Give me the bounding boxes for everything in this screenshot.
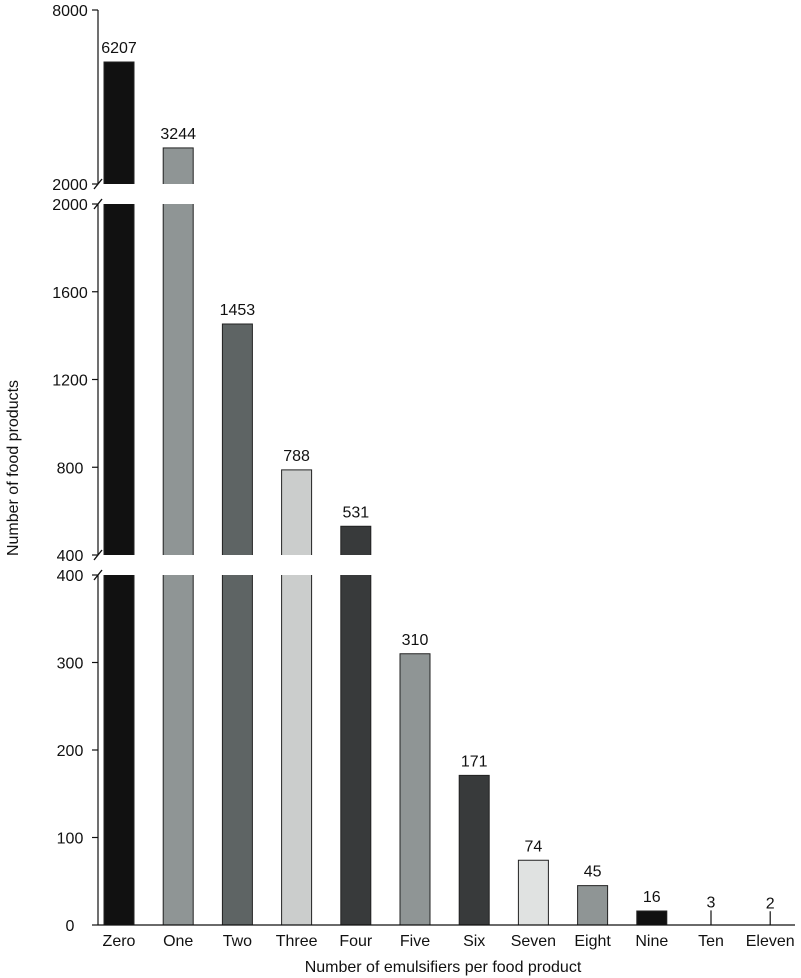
bar-eight [577,885,609,926]
x-tick-label-nine: Nine [635,933,668,950]
axis-break-mark [93,549,103,561]
value-label-three: 788 [283,448,310,465]
bar-four [340,525,372,926]
y-tick-label: 100 [57,831,84,848]
x-tick-label-five: Five [400,933,430,950]
value-label-nine: 16 [643,889,661,906]
axis-break-gap [94,555,801,575]
value-label-seven: 74 [525,838,543,855]
bars [103,61,771,926]
x-tick-label-four: Four [339,933,373,950]
axis-break-mark [93,569,103,581]
value-label-six: 171 [461,753,488,770]
x-tick-label-two: Two [223,933,252,950]
y-tick-label: 400 [57,548,84,565]
x-tick-label-six: Six [463,933,485,950]
y-axis-title: Number of food products [5,380,22,556]
x-tick-label-ten: Ten [698,933,724,950]
y-tick-label: 2000 [52,197,88,214]
bar-five [399,653,431,926]
x-axis-title: Number of emulsifiers per food product [305,959,582,976]
axis-break-gaps [94,184,801,575]
y-tick-label: 200 [57,743,84,760]
y-tick-label: 300 [57,656,84,673]
bar-six [458,774,490,926]
y-axis [92,9,795,926]
x-tick-label-three: Three [276,933,318,950]
y-tick-label: 800 [57,460,84,477]
y-tick-label: 0 [66,918,75,935]
bar-seven [517,859,549,926]
bar-three [281,469,313,926]
y-tick-label: 1200 [52,373,88,390]
x-tick-label-zero: Zero [103,933,136,950]
y-tick-label: 400 [57,568,84,585]
x-tick-label-one: One [163,933,193,950]
axis-break-mark [93,178,103,190]
value-label-eight: 45 [584,864,602,881]
value-label-ten: 3 [707,894,716,911]
bar-nine [636,910,668,926]
value-label-zero: 6207 [101,40,137,57]
bar-one [162,147,194,926]
bar-two [221,323,253,926]
value-label-eleven: 2 [766,895,775,912]
value-label-two: 1453 [220,302,256,319]
value-labels: 6207 3244 1453 788 531 310 171 74 45 16 3 2 [101,40,775,912]
value-label-one: 3244 [160,126,196,143]
x-tick-labels: Zero One Two Three Four Five Six Seven Eight Nine… [103,933,795,950]
y-tick-label: 8000 [52,3,88,20]
x-tick-label-seven: Seven [511,933,556,950]
x-tick-label-eleven: Eleven [746,933,795,950]
value-label-five: 310 [402,632,429,649]
y-tick-labels: 0 100 200 300 400 400 800 1200 1600 2000 2000 8000 [52,3,88,935]
bar-zero [103,61,135,926]
y-tick-label: 2000 [52,177,88,194]
axis-break-gap [94,184,801,204]
axis-break-mark [93,198,103,210]
y-tick-label: 1600 [52,285,88,302]
x-tick-label-eight: Eight [574,933,611,950]
value-label-four: 531 [342,504,369,521]
